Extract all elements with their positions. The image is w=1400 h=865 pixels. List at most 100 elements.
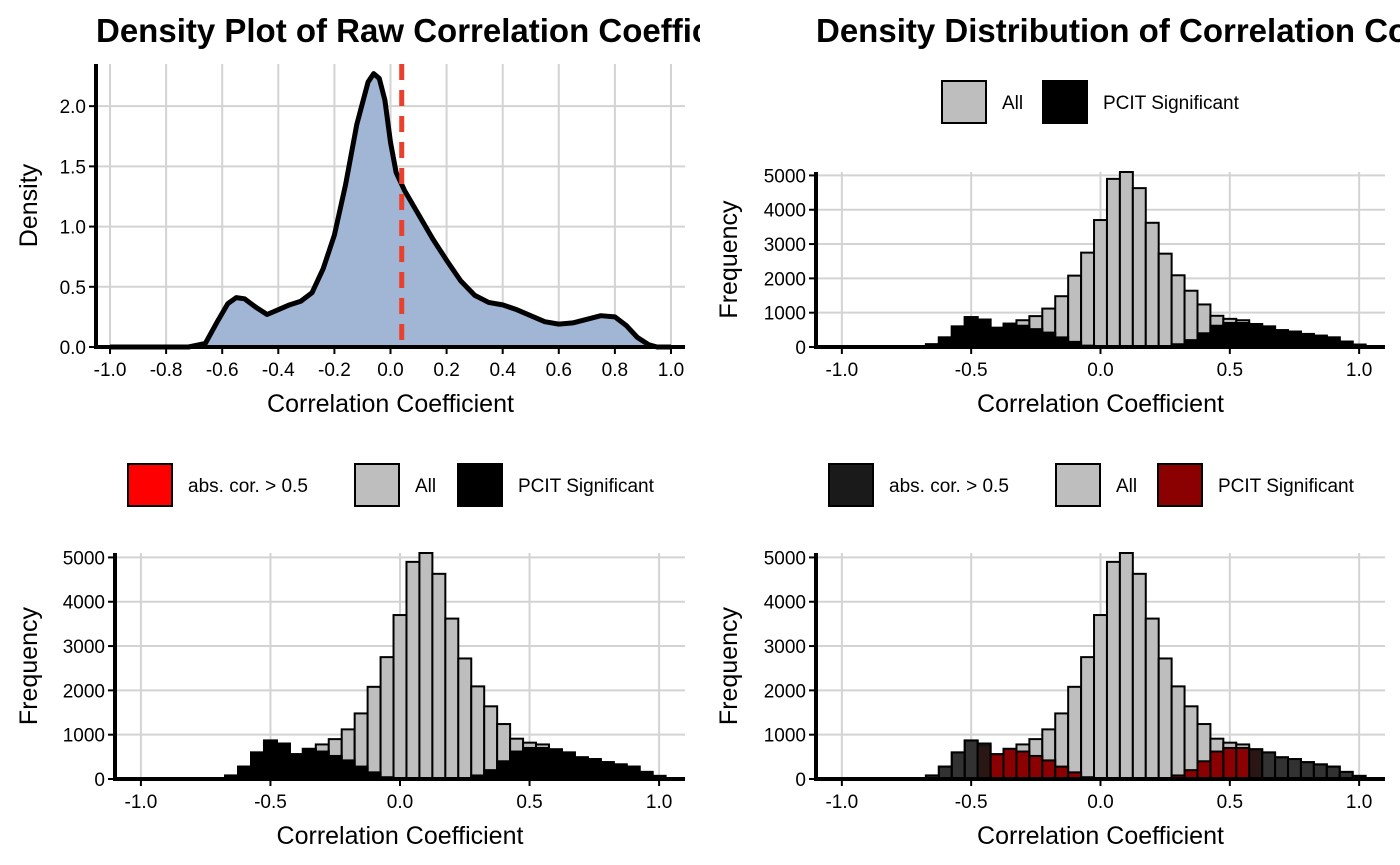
bar-abs-cor-0-5 [950,751,966,780]
bar-all [1105,560,1121,780]
y-tick-label: 2000 [764,681,806,702]
legend-swatch [941,80,987,124]
bar-all [444,617,460,780]
bar-pcit-significant [1196,332,1212,348]
y-tick-label: 5000 [764,548,806,569]
bar-pcit-significant [1222,321,1238,348]
x-tick-label: -0.2 [318,360,351,381]
legend-swatch [354,463,400,507]
x-axis-title: Correlation Coefficient [267,390,514,418]
bar-abs-cor-0-5 [1248,748,1264,781]
x-tick-label: 0.0 [1087,792,1113,813]
bar-pcit-significant [301,747,317,780]
legend-label: All [1116,476,1137,497]
bar-pcit-significant [1274,329,1290,349]
y-tick-label: 2000 [764,269,806,290]
legend-swatch [1042,80,1088,124]
x-tick-label: 0.0 [387,792,413,813]
bar-pcit-significant [547,748,563,781]
bar-all [1157,657,1173,781]
bar-pcit-significant [496,760,512,781]
y-tick-label: 1000 [63,726,105,747]
bar-pcit-significant [509,750,525,781]
bar-all [1131,187,1147,348]
bar-pcit-significant [1261,325,1277,349]
x-tick-label: 0.5 [1217,360,1243,381]
panel-p4: -1.0 -0.5 0.0 0.5 1.0 0 1000 2000 3000 4000 5000 Co… [715,463,1385,850]
x-tick-label: -0.6 [206,360,239,381]
x-tick-label: 1.0 [658,360,684,381]
bar-pcit-significant [250,751,265,780]
bar-pcit-significant [1196,760,1212,781]
bar-all [1080,656,1096,781]
bar-pcit-significant [1235,746,1251,781]
y-tick-label: 4000 [764,201,806,222]
y-tick-label: 3000 [764,637,806,658]
bar-pcit-significant [1002,322,1018,348]
bar-pcit-significant [612,763,628,780]
bar-all [1144,617,1160,780]
chart-title: Density Distribution of Correlation Coef… [816,12,1400,49]
bar-all [1118,552,1134,780]
x-tick-label: -1.0 [825,360,858,381]
bar-abs-cor-0-5 [1299,761,1315,780]
bar-pcit-significant [599,761,615,780]
bar-abs-cor-0-5 [1287,758,1302,781]
y-tick-label: 2000 [63,681,105,702]
bar-pcit-significant [522,746,538,781]
y-tick-label: 0.0 [60,338,86,359]
legend-label: All [415,476,436,497]
bar-pcit-significant [950,325,966,349]
x-axis-title: Correlation Coefficient [977,390,1224,418]
bar-pcit-significant [1028,754,1044,780]
y-tick-label: 0 [795,338,806,359]
bar-all [392,614,408,781]
bar-all [1067,685,1083,780]
bar-pcit-significant [1248,323,1264,348]
bar-pcit-significant [1041,331,1057,348]
bar-pcit-significant [1287,330,1302,349]
x-tick-label: -0.4 [262,360,295,381]
y-tick-label: 0 [795,770,806,791]
bar-pcit-significant [573,756,589,780]
panel-p3: -1.0 -0.5 0.0 0.5 1.0 0 1000 2000 3000 4000 5000 Co… [15,463,685,850]
bar-pcit-significant [275,742,291,780]
density-area [188,73,657,348]
bar-pcit-significant [1209,324,1225,349]
x-tick-label: -0.5 [955,360,988,381]
x-tick-label: 0.5 [1217,792,1243,813]
bar-all [470,685,486,781]
bar-pcit-significant [1015,324,1031,349]
bar-all [1170,685,1186,781]
x-tick-label: 1.0 [1346,360,1372,381]
bar-pcit-significant [327,754,343,780]
bar-abs-cor-0-5 [1274,756,1290,780]
bar-all [1131,572,1147,780]
bar-all [1118,171,1134,348]
bar-abs-cor-0-5 [1261,751,1277,780]
y-tick-label: 3000 [63,637,105,658]
bar-pcit-significant [1222,746,1238,781]
legend-swatch [828,463,874,507]
bar-all [418,552,434,780]
bar-abs-cor-0-5 [1312,763,1328,780]
bar-all [405,560,421,780]
y-tick-label: 4000 [63,593,105,614]
y-axis-title: Frequency [715,606,743,725]
bar-abs-cor-0-5 [976,742,992,780]
bar-all [1093,614,1108,781]
y-tick-label: 0.5 [60,278,86,299]
bar-pcit-significant [989,326,1005,348]
legend: abs. cor. > 0.5 All PCIT Significant [828,463,1355,507]
bar-all [1093,219,1108,348]
bar-pcit-significant [976,318,992,348]
bar-pcit-significant [1002,747,1018,780]
x-tick-label: -1.0 [94,360,127,381]
y-axis-title: Frequency [15,606,43,725]
bar-pcit-significant [1235,321,1251,348]
x-tick-label: 0.5 [516,792,542,813]
x-tick-label: -1.0 [125,792,158,813]
bar-all [366,685,382,780]
legend-label: abs. cor. > 0.5 [188,476,308,497]
